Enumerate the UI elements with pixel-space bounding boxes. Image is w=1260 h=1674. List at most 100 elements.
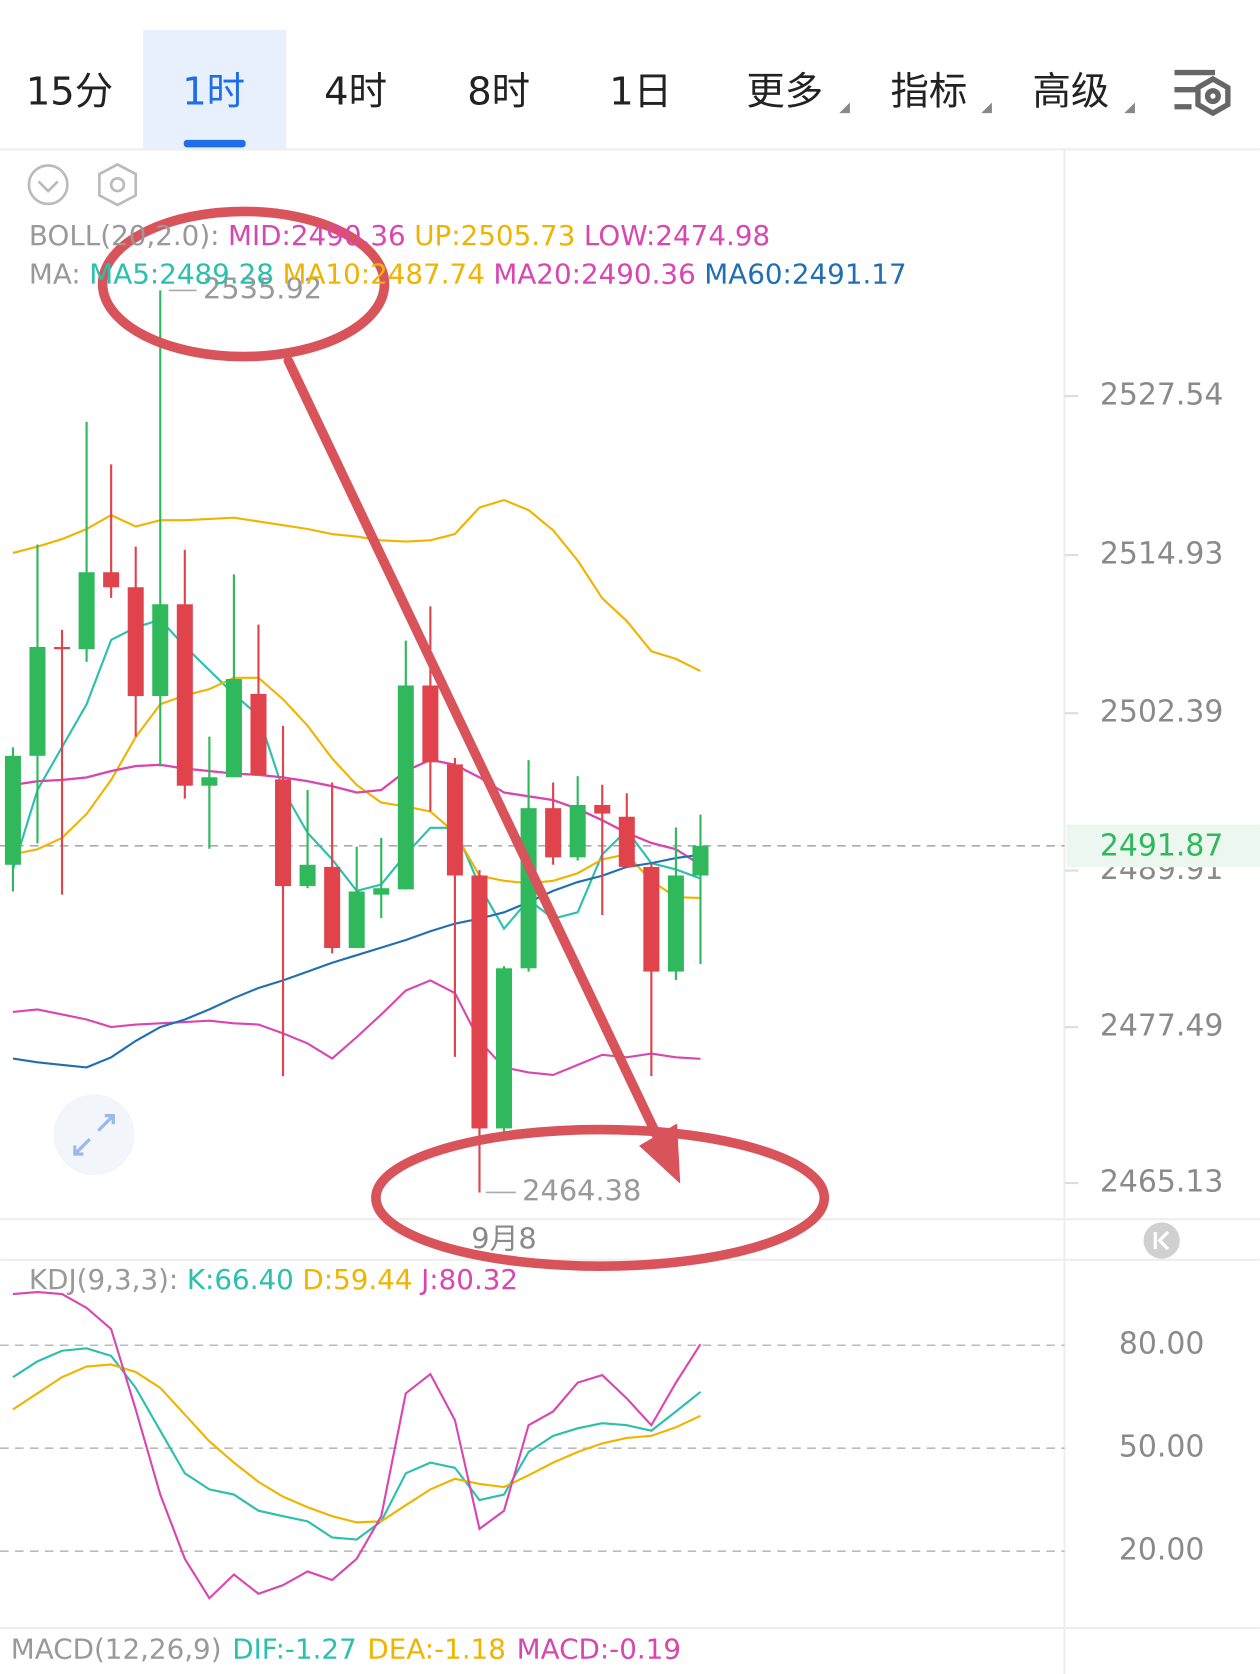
- high-annotation: 2535.92: [203, 271, 322, 305]
- legend-entry: J:80.32: [419, 1263, 518, 1296]
- indicator-line: [12, 758, 702, 866]
- arrow-head: [639, 1123, 681, 1184]
- legend-entry: UP:2505.73: [414, 219, 575, 252]
- y-tick-label: 2477.49: [1100, 1009, 1224, 1044]
- tab[interactable]: 高级: [1032, 69, 1109, 114]
- tab[interactable]: 1时: [182, 69, 245, 114]
- x-tick-label: 9月8: [471, 1222, 536, 1256]
- selected-tab-indicator: [183, 139, 246, 148]
- arrow-shaft: [283, 356, 669, 1156]
- price-chart: 2527.542514.932502.392489.912477.492465.…: [0, 271, 1260, 1256]
- legend-entry: MA60:2491.17: [704, 257, 906, 290]
- candle-body: [250, 693, 267, 776]
- indicator-line: [12, 853, 701, 1069]
- icon-circle: [27, 164, 69, 206]
- kdj-line: [12, 1363, 701, 1524]
- candle-body: [397, 685, 414, 890]
- tab[interactable]: 4时: [324, 69, 387, 114]
- candle-body: [127, 587, 144, 697]
- y-tick-label: 20.00: [1119, 1533, 1205, 1568]
- kdj-line: [12, 1290, 702, 1600]
- candle-body: [373, 888, 390, 895]
- candle-body: [471, 875, 488, 1129]
- y-tick-label: 2514.93: [1100, 537, 1224, 572]
- candle-body: [643, 866, 660, 972]
- highlight-ellipse: [97, 206, 390, 362]
- legend-entry: DEA:-1.18: [367, 1633, 506, 1666]
- y-tick-label: 80.00: [1119, 1327, 1205, 1362]
- candle-body: [348, 891, 365, 948]
- legend-title: MA:: [29, 257, 81, 290]
- labels: 15分 1时 4时 8时 1日 更多 指标 高级 BOLL(20,2.0): MID:2490.3…: [11, 69, 1110, 1665]
- expand-arrows: [73, 1114, 115, 1156]
- legend-row: KDJ(9,3,3): K:66.40 D:59.44 J:80.32: [29, 1263, 518, 1296]
- candle-body: [299, 864, 316, 887]
- y-tick-label: 2502.39: [1100, 695, 1224, 730]
- candle-body: [667, 875, 684, 972]
- kdj-line: [12, 1347, 702, 1541]
- legend-entry: LOW:2474.98: [584, 219, 770, 252]
- candle-body: [4, 755, 21, 865]
- macd-legend: MACD(12,26,9) DIF:-1.27 DEA:-1.18 MACD:-0.1…: [11, 1633, 681, 1666]
- candle-body: [54, 647, 71, 650]
- candle-body: [692, 845, 709, 876]
- y-tick-label: 2527.54: [1100, 378, 1224, 413]
- selected-tab-bg: [143, 29, 287, 150]
- candle-body: [152, 604, 169, 697]
- icon-hex: [1195, 75, 1231, 117]
- tab[interactable]: 15分: [26, 69, 113, 114]
- legend-title: BOLL(20,2.0):: [29, 219, 220, 252]
- annotation-marks: [97, 206, 830, 1271]
- fullscreen-button[interactable]: [53, 1094, 135, 1176]
- tab[interactable]: 指标: [891, 69, 968, 114]
- candle-body: [618, 816, 635, 867]
- y-tick-label: 50.00: [1119, 1430, 1205, 1465]
- button-bg: [53, 1094, 135, 1176]
- y-tick-label: 2465.13: [1100, 1165, 1224, 1200]
- legend-entry: MA10:2487.74: [283, 257, 485, 290]
- icon-dot: [109, 176, 126, 193]
- legend-entry: D:59.44: [302, 1263, 412, 1296]
- tab[interactable]: 8时: [467, 69, 530, 114]
- indicator-line: [12, 676, 701, 900]
- legend-title: KDJ(9,3,3):: [29, 1263, 178, 1296]
- tab[interactable]: 1日: [609, 69, 672, 114]
- candle-body: [496, 968, 513, 1129]
- candle-body: [275, 779, 292, 887]
- candle-body: [545, 808, 562, 858]
- dropdown-arrow: [1124, 102, 1135, 114]
- settings-icon[interactable]: [1174, 69, 1231, 117]
- candle-body: [324, 866, 341, 948]
- legend-entry: DIF:-1.27: [232, 1633, 357, 1666]
- candle-body: [176, 604, 193, 786]
- settings-hex-icon[interactable]: [98, 162, 138, 207]
- low-annotation: 2464.38: [522, 1173, 641, 1207]
- candle-body: [594, 805, 611, 814]
- legend-entry: MID:2490.36: [228, 219, 406, 252]
- candle-body: [422, 685, 439, 763]
- kdj-chart: 80.00 50.00 20.00: [0, 1290, 1205, 1600]
- legend-row: MA: MA5:2489.28 MA10:2487.74 MA20:2490.36 MA…: [29, 257, 907, 290]
- dropdown-arrow: [839, 102, 850, 114]
- tab[interactable]: 更多: [746, 69, 823, 114]
- indicator-line: [12, 979, 701, 1077]
- button-icon: [1153, 1230, 1170, 1251]
- legend-entry: MA20:2490.36: [493, 257, 695, 290]
- current-price-label: 2491.87: [1100, 828, 1224, 863]
- candle-body: [29, 647, 46, 756]
- icon-chevron: [37, 180, 59, 193]
- candle-body: [201, 777, 218, 786]
- current-price-box: [1066, 824, 1260, 868]
- legend-entry: MA5:2489.28: [89, 257, 274, 290]
- scroll-end-button[interactable]: [1143, 1222, 1180, 1259]
- candle-body: [103, 572, 120, 588]
- candle-body: [446, 764, 463, 876]
- candle-body: [78, 572, 95, 650]
- legend-title: MACD(12,26,9): [11, 1633, 222, 1666]
- icon-dot: [1204, 88, 1221, 105]
- legend-entry: K:66.40: [187, 1263, 294, 1296]
- candle-body: [569, 805, 586, 858]
- collapse-icon[interactable]: [27, 164, 69, 206]
